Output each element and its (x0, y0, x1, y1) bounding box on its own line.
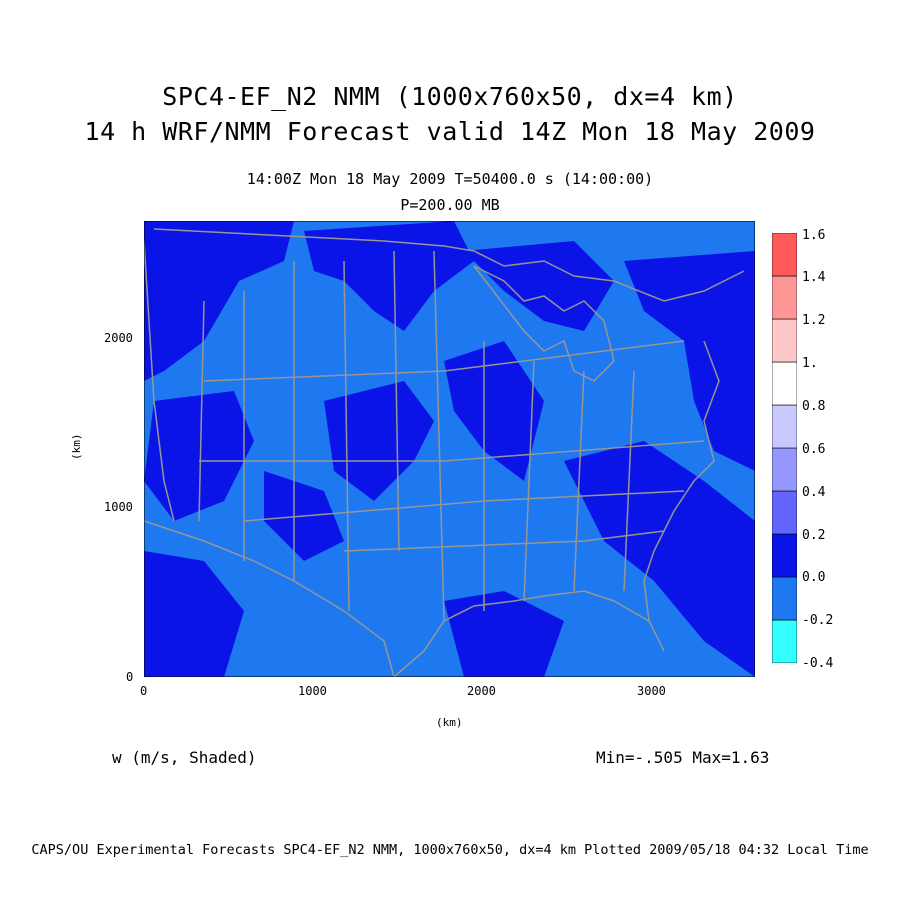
y-tick-2000: 2000 (104, 331, 133, 345)
boundaries (144, 228, 745, 677)
cb-label-neg0.2: -0.2 (802, 613, 834, 628)
subtitle-level: P=200.00 MB (400, 196, 500, 214)
region-plains (324, 381, 434, 501)
region-northwest (144, 221, 294, 381)
state-line-h3 (243, 490, 685, 522)
region-northeast (624, 251, 755, 471)
colorbar-swatch-6 (772, 361, 797, 406)
cb-label-0.4: 0.4 (802, 485, 826, 500)
region-great-lakes (464, 241, 614, 331)
state-line-9 (573, 370, 585, 592)
cb-label-0.2: 0.2 (802, 528, 826, 543)
upward-motion-regions (144, 221, 755, 677)
colorbar-swatch-2 (772, 533, 797, 578)
great-lakes-outline (473, 265, 615, 382)
region-gulf (444, 591, 564, 677)
state-line-8 (523, 360, 535, 602)
colorbar-swatch-1 (772, 576, 797, 621)
cb-label-1.6: 1.6 (802, 228, 826, 243)
colorbar-swatch-9 (772, 233, 797, 277)
x-tick-2000: 2000 (467, 684, 496, 698)
variable-label: w (m/s, Shaded) (112, 748, 257, 767)
state-line-1 (198, 300, 205, 522)
subtitle-time: 14:00Z Mon 18 May 2009 T=50400.0 s (14:0… (246, 170, 654, 188)
cb-label-neg0.4: -0.4 (802, 656, 834, 671)
state-line-h4 (343, 530, 665, 552)
x-tick-0: 0 (140, 684, 148, 698)
state-line-10 (623, 370, 635, 592)
state-line-5 (393, 250, 400, 552)
region-west (144, 391, 254, 521)
west-coast (144, 240, 175, 522)
min-max-label: Min=-.505 Max=1.63 (596, 748, 770, 767)
x-tick-3000: 3000 (637, 684, 666, 698)
colorbar-swatch-3 (772, 490, 797, 535)
cb-label-0.6: 0.6 (802, 442, 826, 457)
colorbar (772, 233, 797, 663)
colorbar-swatch-8 (772, 275, 797, 320)
cb-label-0.0: 0.0 (802, 570, 826, 585)
colorbar-swatch-0 (772, 619, 797, 663)
cb-label-1.2: 1.2 (802, 313, 826, 328)
y-tick-1000: 1000 (104, 500, 133, 514)
y-axis-label: (km) (70, 433, 83, 461)
state-line-h1 (203, 340, 685, 382)
state-line-h2 (199, 440, 705, 462)
state-line-6 (433, 250, 445, 622)
region-southwest (144, 551, 244, 677)
cb-label-0.8: 0.8 (802, 399, 826, 414)
canada-border (153, 228, 745, 302)
colorbar-swatch-7 (772, 318, 797, 363)
state-line-4 (343, 260, 350, 612)
cb-label-1.0: 1. (802, 356, 818, 371)
cb-label-1.4: 1.4 (802, 270, 826, 285)
region-north-central (304, 221, 474, 331)
colorbar-swatch-5 (772, 404, 797, 449)
y-tick-0: 0 (126, 670, 134, 684)
east-coast (643, 340, 720, 652)
map-plot (144, 221, 755, 677)
gulf-coast (393, 590, 650, 677)
colorbar-swatch-4 (772, 447, 797, 492)
region-southeast (564, 441, 755, 677)
x-axis-label: (km) (436, 716, 463, 729)
title-line-2: 14 h WRF/NMM Forecast valid 14Z Mon 18 M… (84, 117, 816, 146)
region-midwest-band (444, 341, 544, 481)
x-tick-1000: 1000 (298, 684, 327, 698)
credit-line: CAPS/OU Experimental Forecasts SPC4-EF_N… (31, 842, 869, 858)
title-line-1: SPC4-EF_N2 NMM (1000x760x50, dx=4 km) (162, 82, 738, 111)
